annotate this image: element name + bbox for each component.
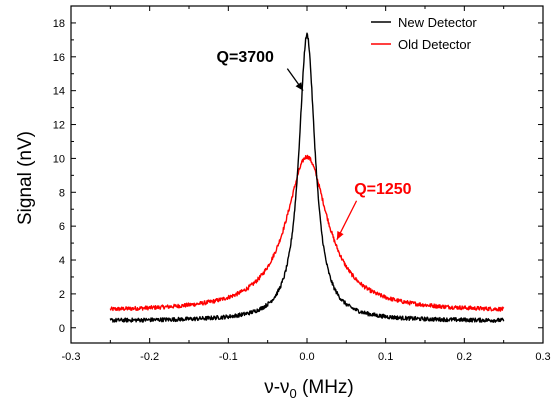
x-axis-title-base: ν-ν <box>264 377 289 398</box>
x-tick-label: 0.1 <box>378 351 393 363</box>
series-line-old-detector <box>109 154 505 312</box>
axis-ticks: -0.3 -0.2 -0.1 0.0 0.1 0.2 0.3 0 2 4 6 8 10 12 14 16 18 <box>53 6 551 363</box>
x-tick-label: -0.3 <box>62 351 81 363</box>
legend-label: New Detector <box>398 15 477 30</box>
annotation-text: Q=1250 <box>354 181 411 198</box>
y-tick-label: 0 <box>59 323 65 335</box>
y-tick-label: 10 <box>53 153 65 165</box>
legend-label: Old Detector <box>398 37 472 52</box>
y-tick-label: 18 <box>53 18 65 30</box>
y-tick-label: 2 <box>59 289 65 301</box>
series-layer <box>109 32 505 323</box>
y-tick-label: 16 <box>53 52 65 64</box>
y-axis-title: Signal (nV) <box>15 131 36 225</box>
x-tick-label: 0.0 <box>299 351 314 363</box>
y-tick-label: 14 <box>53 86 65 98</box>
series-line-new-detector <box>109 32 505 323</box>
annotation-arrow-head <box>295 82 304 91</box>
x-axis-title-subscript: 0 <box>290 386 297 401</box>
plot-frame <box>70 5 544 344</box>
x-tick-label: -0.1 <box>219 351 238 363</box>
y-tick-label: 4 <box>59 255 65 267</box>
legend: New Detector Old Detector <box>371 15 477 52</box>
x-axis-title-unit: (MHz) <box>297 377 354 398</box>
x-tick-label: -0.2 <box>140 351 159 363</box>
annotations-layer: Q=3700 Q=1250 <box>217 49 412 240</box>
y-tick-label: 6 <box>59 221 65 233</box>
x-tick-label: 0.3 <box>535 351 550 363</box>
y-tick-label: 8 <box>59 187 65 199</box>
x-axis-title: ν-ν0 (MHz) <box>264 377 354 401</box>
annotation-text: Q=3700 <box>217 49 274 66</box>
annotation-arrow-head <box>336 230 344 240</box>
y-tick-label: 12 <box>53 120 65 132</box>
x-tick-label: 0.2 <box>457 351 472 363</box>
